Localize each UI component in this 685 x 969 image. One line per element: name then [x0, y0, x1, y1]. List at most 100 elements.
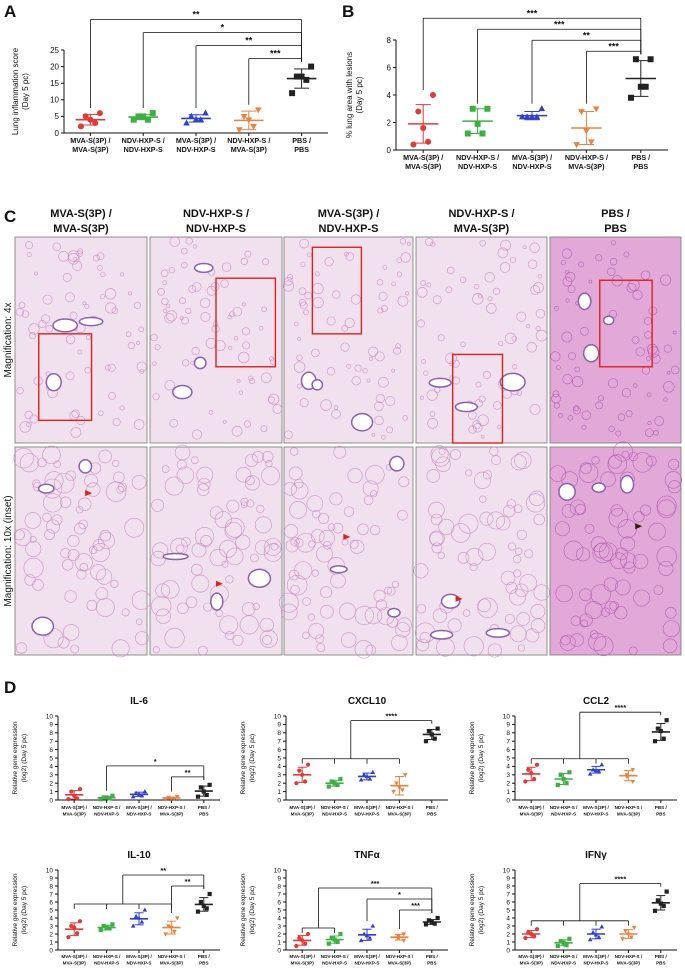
y-tick-label: 0 [387, 146, 392, 155]
tissue-texture [487, 511, 505, 530]
error-bar [297, 766, 307, 783]
tissue-texture [246, 499, 255, 508]
tissue-texture [280, 603, 298, 621]
data-point [204, 906, 209, 911]
tissue-texture [232, 306, 243, 317]
tissue-texture [382, 265, 388, 270]
tissue-texture [84, 473, 98, 488]
tissue-texture [62, 624, 80, 641]
data-point [435, 915, 440, 921]
tissue-texture [86, 599, 98, 611]
tissue-texture [579, 462, 592, 475]
column-title: NDV-HXP-S [319, 223, 379, 235]
data-point [432, 736, 437, 741]
tissue-texture [438, 448, 446, 455]
tissue-texture [581, 424, 587, 430]
y-axis-label: Relative gene expression [469, 873, 476, 946]
y-tick-label: 6 [506, 899, 510, 906]
tissue-texture [553, 402, 560, 409]
data-point [564, 943, 569, 948]
y-tick-label: 25 [50, 46, 59, 55]
tissue-texture [72, 256, 77, 261]
error-bar [166, 796, 176, 800]
data-point [240, 114, 248, 120]
tissue-texture [449, 375, 455, 381]
inset-box [215, 277, 277, 368]
tissue-texture [371, 432, 376, 437]
data-point [98, 797, 103, 802]
data-point [370, 923, 376, 928]
data-point [661, 903, 666, 909]
x-tick-label: NDV-HXP-S [583, 812, 608, 817]
tissue-texture [283, 524, 299, 539]
significance-bracket [530, 711, 662, 764]
tissue-texture [333, 445, 347, 459]
data-point [410, 141, 417, 148]
tissue-texture [396, 271, 402, 277]
tissue-texture [535, 326, 541, 332]
tissue-texture [161, 297, 169, 306]
airway [558, 482, 576, 501]
tissue-texture [535, 308, 546, 319]
y-tick-label: 5 [277, 755, 281, 762]
tissue-texture [164, 313, 175, 324]
x-tick-label: NDV-HXP-S / [565, 153, 608, 162]
y-tick-label: 4 [277, 915, 281, 922]
error-bar [633, 60, 649, 97]
tissue-texture [374, 351, 385, 362]
tissue-texture [70, 644, 80, 654]
tissue-texture [430, 445, 449, 464]
significance-label: ** [185, 877, 191, 886]
tissue-texture [589, 630, 599, 639]
tissue-texture [504, 613, 515, 624]
tissue-texture [71, 409, 80, 418]
x-tick-label: NDV-HXP-S [124, 145, 163, 154]
x-tick-label: NDV-HXP-S / [615, 954, 643, 959]
tissue-texture [310, 529, 325, 543]
y-tick-label: 0 [277, 947, 281, 954]
x-tick-label: PBS [199, 812, 208, 817]
tissue-texture [393, 346, 401, 355]
tissue-texture [262, 258, 270, 266]
data-point [174, 794, 180, 800]
tissue-texture [226, 547, 244, 566]
tissue-texture [369, 524, 381, 536]
error-bar [591, 765, 601, 774]
significance-label: * [221, 23, 225, 33]
tissue-texture [329, 492, 343, 506]
tissue-texture [386, 586, 396, 596]
tissue-texture [633, 383, 638, 388]
y-axis-label: Relative gene expression [12, 873, 19, 946]
tissue-texture [607, 454, 628, 474]
significance-label: *** [554, 19, 565, 29]
data-point [423, 922, 429, 927]
tissue-texture [614, 579, 631, 596]
tissue-texture [428, 530, 445, 547]
tissue-texture [25, 241, 34, 250]
data-point [401, 938, 407, 943]
tissue-texture [19, 421, 31, 433]
tissue-texture [96, 568, 113, 585]
significance-label: *** [371, 879, 380, 888]
inset-box [38, 333, 93, 422]
tissue-texture [104, 364, 111, 371]
data-point [174, 916, 180, 921]
tissue-texture [152, 646, 160, 654]
y-tick-label: 10 [274, 713, 282, 720]
data-point [198, 899, 203, 905]
tissue-texture [607, 267, 616, 277]
chart-title: IL-10 [127, 850, 151, 861]
tissue-texture [185, 596, 198, 608]
tissue-texture [621, 388, 632, 398]
tissue-texture [663, 381, 675, 393]
x-tick-label: NDV-HXP-S [94, 961, 119, 966]
tissue-texture [314, 271, 320, 277]
tissue-texture [13, 528, 32, 547]
arrow-marker [85, 490, 93, 497]
tissue-texture [299, 398, 309, 408]
y-axis-label: Relative gene expression [240, 873, 247, 946]
error-bar [591, 928, 601, 940]
tissue-texture [182, 359, 190, 367]
tissue-texture [484, 272, 495, 283]
x-tick-label: MVA-S(3P) / [518, 954, 544, 959]
